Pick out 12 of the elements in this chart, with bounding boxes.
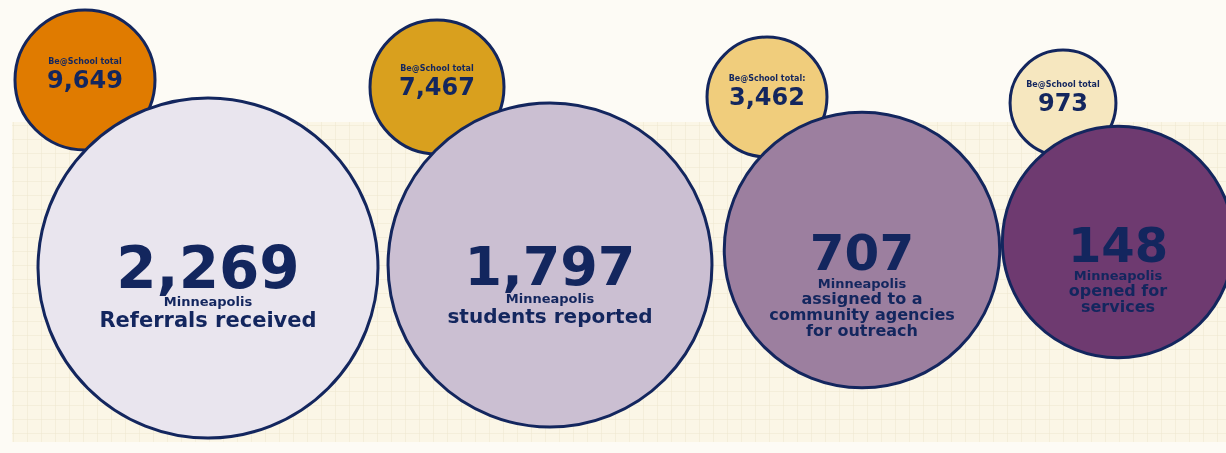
text: Be@School total bbox=[1026, 80, 1101, 89]
data-label: 7,467 bbox=[399, 73, 475, 101]
category-label: Referrals received bbox=[99, 308, 317, 332]
text: Be@School total bbox=[48, 57, 123, 66]
series-label: Minneapolis bbox=[1073, 268, 1163, 283]
data-label: 973 bbox=[1037, 89, 1089, 117]
data-label: 3,462 bbox=[729, 83, 805, 111]
category-label: assigned to a community agencies for outreach bbox=[769, 289, 955, 340]
data-label: 9,649 bbox=[47, 66, 123, 94]
category-label: opened for services bbox=[1068, 281, 1168, 316]
text: Be@School total bbox=[400, 64, 475, 73]
text: Be@School total: bbox=[728, 74, 806, 83]
